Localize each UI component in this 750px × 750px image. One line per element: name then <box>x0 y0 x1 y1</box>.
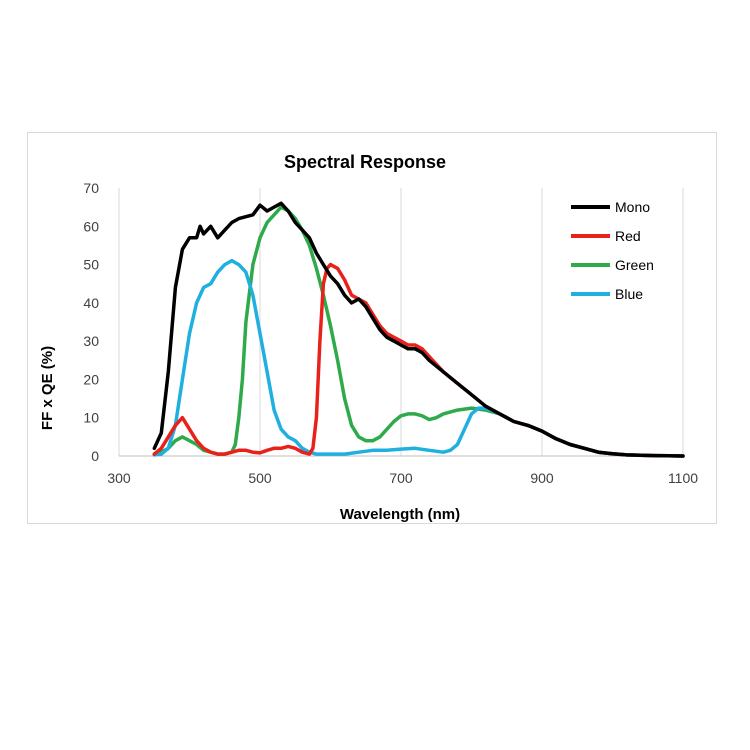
x-tick-label: 700 <box>389 470 413 486</box>
y-tick-label: 20 <box>83 371 99 387</box>
series-line-green <box>152 205 685 458</box>
legend-label-blue: Blue <box>615 286 643 302</box>
y-tick-label: 0 <box>91 448 99 464</box>
chart-title: Spectral Response <box>284 152 446 172</box>
x-tick-label: 1100 <box>668 470 698 486</box>
grid-layer <box>118 188 684 456</box>
y-tick-label: 60 <box>83 218 99 234</box>
x-axis-label: Wavelength (nm) <box>340 506 460 523</box>
series-line-mono <box>152 201 685 458</box>
series-line-blue <box>152 258 685 458</box>
legend: Mono Red Green Blue <box>571 199 654 302</box>
y-tick-label: 70 <box>83 180 99 196</box>
x-tick-label: 500 <box>248 470 272 486</box>
y-tick-label: 50 <box>83 257 99 273</box>
spectral-response-chart: Spectral Response 300 500 700 900 1100010203… <box>39 152 698 523</box>
x-tick-label: 900 <box>530 470 554 486</box>
chart-frame: Spectral Response 300 500 700 900 1100 0 10 20 3… <box>27 132 717 524</box>
y-tick-label: 40 <box>83 295 99 311</box>
y-axis-label: FF x QE (%) <box>39 346 56 430</box>
axis-layer: 300 500 700 900 1100 0 10 20 30 40 50 60 70 <box>83 180 698 486</box>
y-tick-label: 30 <box>83 333 99 349</box>
legend-label-mono: Mono <box>615 199 650 215</box>
x-tick-label: 300 <box>107 470 131 486</box>
y-tick-label: 10 <box>83 410 99 426</box>
legend-label-red: Red <box>615 228 641 244</box>
legend-label-green: Green <box>615 257 654 273</box>
series-layer <box>152 201 685 458</box>
